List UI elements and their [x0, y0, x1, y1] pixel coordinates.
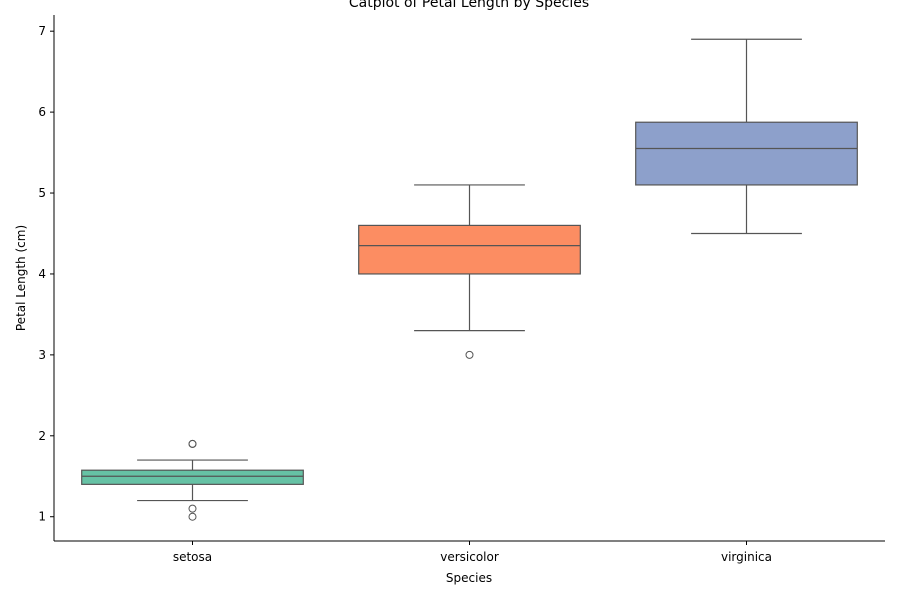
x-axis: setosa versicolor virginica	[54, 540, 885, 564]
x-axis-label: Species	[446, 571, 492, 585]
y-tick-label: 4	[38, 267, 46, 281]
y-axis: 1 2 3 4 5 6 7	[38, 15, 55, 541]
box-group-setosa	[81, 439, 304, 521]
y-tick-label: 7	[38, 24, 46, 38]
chart-title: Catplot of Petal Length by Species	[349, 0, 589, 11]
y-tick-label: 2	[38, 429, 46, 443]
y-tick-label: 1	[38, 510, 46, 524]
y-tick-label: 6	[38, 105, 46, 119]
x-tick-label: setosa	[173, 550, 212, 564]
outlier-point	[188, 439, 197, 448]
x-tick-label: virginica	[721, 550, 772, 564]
outlier-point	[465, 350, 474, 359]
x-tick-label: versicolor	[440, 550, 499, 564]
y-axis-label: Petal Length (cm)	[14, 225, 28, 331]
y-tick-label: 3	[38, 348, 46, 362]
box	[81, 469, 304, 485]
outlier-point	[188, 512, 197, 521]
box-group-virginica	[635, 38, 858, 235]
box-group-versicolor	[358, 184, 581, 359]
y-tick-label: 5	[38, 186, 46, 200]
outlier-point	[188, 504, 197, 513]
plot-area	[81, 38, 858, 521]
box	[358, 224, 581, 275]
box	[635, 121, 858, 186]
